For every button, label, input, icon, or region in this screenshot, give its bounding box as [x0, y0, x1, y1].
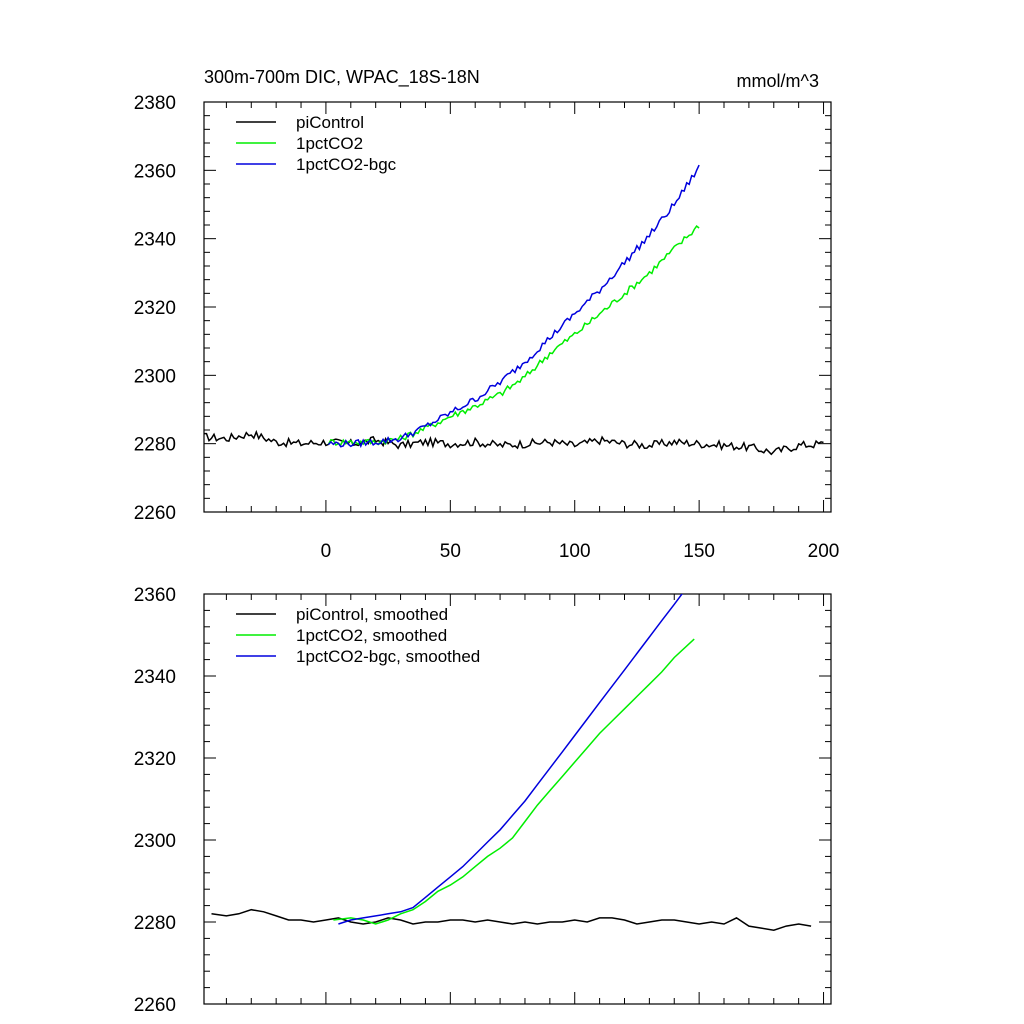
y-tick-label: 2340 [134, 667, 176, 688]
y-tick-label: 2320 [134, 749, 176, 770]
y-tick-label: 2360 [134, 585, 176, 606]
y-tick-label: 2300 [134, 366, 176, 387]
x-tick-label: 100 [559, 541, 591, 562]
legend-label: 1pctCO2, smoothed [296, 626, 447, 645]
y-tick-label: 2360 [134, 161, 176, 182]
y-tick-label: 2260 [134, 995, 176, 1016]
legend-label: piControl, smoothed [296, 605, 448, 624]
y-tick-label: 2300 [134, 831, 176, 852]
bottom-panel: 2260 2280 2300 2320 2340 2360 piControl, smoot… [134, 585, 832, 1016]
units-label: mmol/m^3 [737, 71, 819, 91]
plot-frame [203, 593, 832, 1005]
series-line-picontrol-smoothed [211, 908, 812, 931]
legend-label: 1pctCO2-bgc, smoothed [296, 647, 480, 666]
y-tick-label: 2280 [134, 913, 176, 934]
x-tick-label: 50 [440, 541, 461, 562]
series-line-1pctco2 [327, 225, 700, 447]
legend-label: 1pctCO2-bgc [296, 155, 397, 174]
series-line-1pctco2-bgc [327, 164, 700, 449]
y-tick-label: 2380 [134, 93, 176, 114]
series-line-1pctco2-smoothed [333, 638, 695, 925]
x-tick-label: 200 [808, 541, 840, 562]
chart-title: 300m-700m DIC, WPAC_18S-18N [204, 67, 480, 88]
y-tick-label: 2340 [134, 230, 176, 251]
x-tick-label: 150 [683, 541, 715, 562]
legend-label: 1pctCO2 [296, 134, 363, 153]
series-line-1pctco2-bgc-smoothed [338, 594, 683, 925]
legend-label: piControl [296, 113, 364, 132]
series-line-picontrol [204, 429, 824, 456]
y-tick-label: 2260 [134, 503, 176, 524]
y-tick-label: 2320 [134, 298, 176, 319]
y-tick-label: 2280 [134, 435, 176, 456]
top-panel: 2260 2280 2300 2320 2340 2360 2380 0 50 100 150 200… [134, 93, 840, 562]
x-tick-label: 0 [321, 541, 332, 562]
